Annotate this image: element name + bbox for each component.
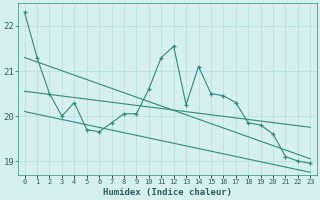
X-axis label: Humidex (Indice chaleur): Humidex (Indice chaleur) — [103, 188, 232, 197]
